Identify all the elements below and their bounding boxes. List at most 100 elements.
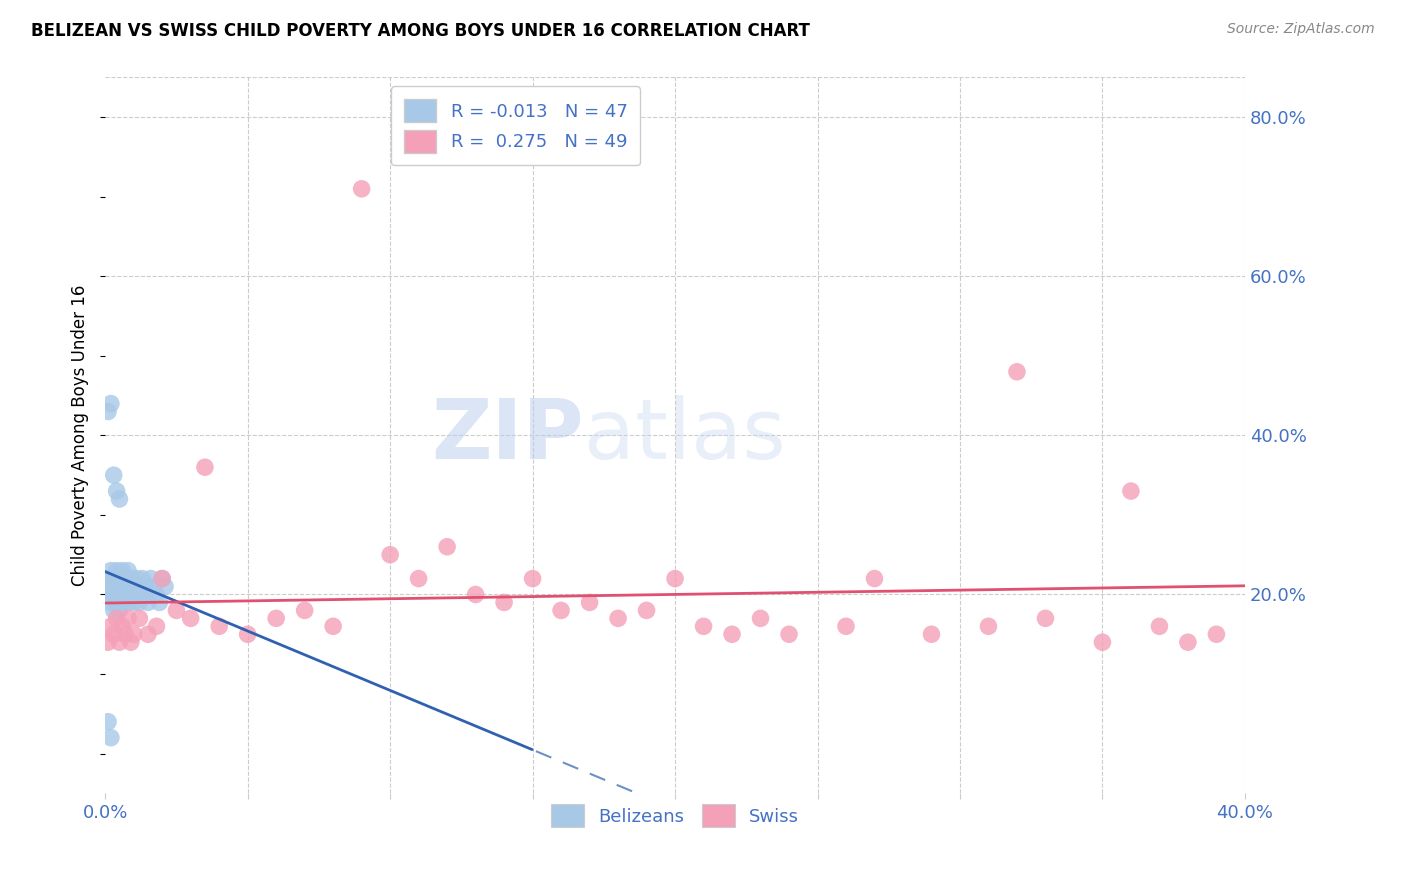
- Point: [150, 572, 173, 586]
- Text: ZIP: ZIP: [432, 395, 583, 476]
- Legend: Belizeans, Swiss: Belizeans, Swiss: [544, 797, 806, 834]
- Point: [165, 603, 187, 617]
- Point: [108, 587, 131, 601]
- Point: [122, 627, 145, 641]
- Point: [108, 572, 131, 586]
- Point: [607, 611, 630, 625]
- Point: [128, 611, 150, 625]
- Point: [103, 572, 125, 586]
- Point: [111, 580, 134, 594]
- Point: [408, 572, 430, 586]
- Point: [145, 587, 167, 601]
- Point: [136, 627, 159, 641]
- Point: [664, 572, 686, 586]
- Point: [117, 580, 139, 594]
- Point: [636, 603, 658, 617]
- Point: [1149, 619, 1171, 633]
- Point: [835, 619, 858, 633]
- Point: [111, 595, 134, 609]
- Point: [1005, 365, 1028, 379]
- Point: [105, 564, 128, 578]
- Point: [180, 611, 202, 625]
- Text: BELIZEAN VS SWISS CHILD POVERTY AMONG BOYS UNDER 16 CORRELATION CHART: BELIZEAN VS SWISS CHILD POVERTY AMONG BO…: [31, 22, 810, 40]
- Point: [117, 564, 139, 578]
- Point: [103, 587, 125, 601]
- Point: [105, 611, 128, 625]
- Point: [721, 627, 744, 641]
- Point: [120, 587, 142, 601]
- Text: Source: ZipAtlas.com: Source: ZipAtlas.com: [1227, 22, 1375, 37]
- Point: [145, 619, 167, 633]
- Point: [294, 603, 316, 617]
- Point: [103, 603, 125, 617]
- Point: [208, 619, 231, 633]
- Point: [122, 580, 145, 594]
- Point: [977, 619, 1000, 633]
- Point: [108, 635, 131, 649]
- Point: [100, 595, 122, 609]
- Point: [120, 635, 142, 649]
- Point: [128, 595, 150, 609]
- Point: [97, 587, 120, 601]
- Point: [578, 595, 600, 609]
- Point: [134, 587, 156, 601]
- Point: [692, 619, 714, 633]
- Point: [863, 572, 886, 586]
- Point: [105, 484, 128, 499]
- Point: [108, 491, 131, 506]
- Point: [1091, 635, 1114, 649]
- Point: [142, 580, 165, 594]
- Point: [117, 611, 139, 625]
- Point: [464, 587, 486, 601]
- Point: [97, 572, 120, 586]
- Point: [114, 587, 136, 601]
- Point: [1205, 627, 1227, 641]
- Point: [322, 619, 344, 633]
- Point: [264, 611, 287, 625]
- Point: [153, 580, 176, 594]
- Point: [128, 580, 150, 594]
- Point: [105, 595, 128, 609]
- Point: [378, 548, 401, 562]
- Point: [131, 572, 153, 586]
- Point: [522, 572, 544, 586]
- Point: [97, 714, 120, 729]
- Point: [1035, 611, 1057, 625]
- Point: [125, 572, 148, 586]
- Point: [97, 404, 120, 418]
- Point: [114, 627, 136, 641]
- Point: [111, 564, 134, 578]
- Point: [921, 627, 943, 641]
- Point: [550, 603, 572, 617]
- Point: [194, 460, 217, 475]
- Point: [120, 572, 142, 586]
- Point: [150, 572, 173, 586]
- Point: [114, 572, 136, 586]
- Point: [139, 572, 162, 586]
- Point: [105, 580, 128, 594]
- Point: [111, 619, 134, 633]
- Point: [125, 587, 148, 601]
- Point: [778, 627, 800, 641]
- Point: [134, 580, 156, 594]
- Point: [103, 468, 125, 483]
- Point: [236, 627, 259, 641]
- Point: [1177, 635, 1199, 649]
- Y-axis label: Child Poverty Among Boys Under 16: Child Poverty Among Boys Under 16: [72, 285, 89, 586]
- Point: [1119, 484, 1142, 499]
- Point: [148, 595, 170, 609]
- Point: [100, 731, 122, 745]
- Point: [97, 635, 120, 649]
- Point: [103, 627, 125, 641]
- Point: [136, 595, 159, 609]
- Point: [122, 595, 145, 609]
- Point: [436, 540, 458, 554]
- Point: [100, 564, 122, 578]
- Text: atlas: atlas: [583, 395, 786, 476]
- Point: [100, 580, 122, 594]
- Point: [100, 619, 122, 633]
- Point: [494, 595, 516, 609]
- Point: [350, 182, 373, 196]
- Point: [749, 611, 772, 625]
- Point: [108, 603, 131, 617]
